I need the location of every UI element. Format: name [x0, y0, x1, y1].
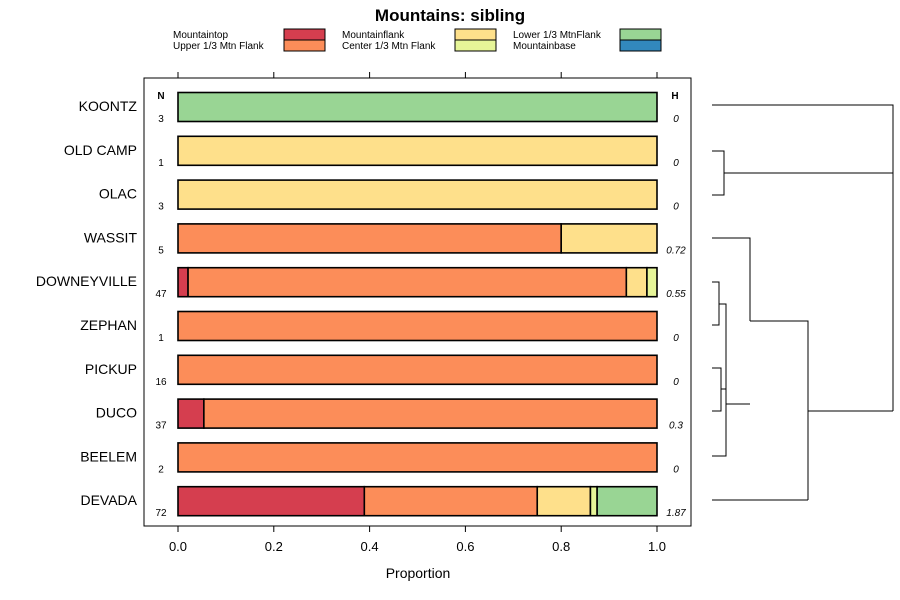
bar-segment: [589, 485, 598, 517]
row-label: OLAC: [99, 186, 137, 202]
n-header: N: [157, 91, 164, 102]
x-tick-label: 0.8: [552, 539, 570, 554]
bar-segment: [187, 266, 628, 298]
h-value: 0: [673, 202, 679, 213]
legend-swatch: [454, 39, 497, 52]
h-value: 0: [673, 333, 679, 344]
row-label: BEELEM: [80, 448, 137, 464]
n-value: 37: [155, 421, 167, 432]
legend-label: Mountaintop: [173, 30, 228, 41]
dendro-branch-koontz: [712, 104, 894, 411]
dendro-branch-downeyville-zephan: [712, 281, 720, 326]
legend-label: Upper 1/3 Mtn Flank: [173, 41, 265, 52]
bar-segment: [646, 266, 658, 298]
bar-segment: [177, 223, 563, 254]
n-value: 47: [155, 289, 167, 300]
h-value: 0: [673, 464, 679, 475]
x-tick-label: 0.2: [265, 539, 283, 554]
dendro-branch-oldcamp-olac: [712, 150, 725, 196]
x-axis: 0.0 0.2 0.4 0.6 0.8 1.0: [169, 72, 666, 554]
bar-segment: [560, 223, 658, 254]
h-header: H: [671, 91, 678, 102]
n-value: 3: [158, 202, 164, 213]
h-value: 0: [673, 158, 679, 169]
row-label: KOONTZ: [79, 98, 138, 114]
dendrogram: [712, 104, 894, 501]
legend-swatch: [619, 28, 662, 41]
n-value: 1: [158, 333, 164, 344]
x-tick-label: 0.0: [169, 539, 187, 554]
row-label: ZEPHAN: [80, 317, 137, 333]
bar-segment: [177, 179, 658, 210]
n-value: 5: [158, 245, 164, 256]
bar-segment: [177, 310, 658, 342]
row-label: DEVADA: [80, 492, 137, 508]
dendro-branch-upper: [750, 320, 809, 500]
bar-segment: [203, 398, 658, 429]
bar-segment: [596, 485, 658, 517]
row-label: PICKUP: [85, 361, 137, 377]
n-value: 2: [158, 464, 164, 475]
bar-segment: [177, 398, 205, 429]
x-tick-label: 0.4: [361, 539, 379, 554]
n-value: 72: [155, 508, 167, 519]
bar-segment: [177, 135, 658, 167]
h-value: 0.3: [669, 421, 683, 432]
bar-rows: KOONTZ 3 0 OLD CAMP 1 0 OLAC 3 0 WASSIT 5 0.72 DOWNE…: [36, 91, 686, 519]
x-tick-label: 0.6: [456, 539, 474, 554]
row-label: WASSIT: [84, 229, 138, 245]
legend-swatch: [283, 39, 326, 52]
bar-segment: [177, 485, 366, 517]
legend-label: Mountainflank: [342, 30, 405, 41]
h-value: 0: [673, 114, 679, 125]
bar-segment: [177, 91, 658, 123]
legend-swatch: [283, 28, 326, 41]
h-value: 0.72: [666, 245, 686, 256]
chart-title: Mountains: sibling: [375, 6, 525, 25]
legend-label: Mountainbase: [513, 41, 576, 52]
legend-swatch: [619, 39, 662, 52]
row-label: DUCO: [96, 405, 137, 421]
n-value: 3: [158, 114, 164, 125]
row-label: DOWNEYVILLE: [36, 273, 137, 289]
h-value: 1.87: [666, 508, 686, 519]
bar-segment: [536, 485, 592, 517]
dendro-branch-pickup-duco: [712, 367, 722, 412]
bar-segment: [177, 354, 658, 386]
n-value: 16: [155, 377, 167, 388]
x-tick-label: 1.0: [648, 539, 666, 554]
legend-label: Center 1/3 Mtn Flank: [342, 41, 436, 52]
bar-segment: [177, 266, 189, 298]
dendro-branch-wassit: [712, 237, 751, 321]
bar-segment: [177, 442, 658, 473]
h-value: 0.55: [666, 289, 686, 300]
bar-segment: [363, 485, 539, 517]
x-axis-title: Proportion: [386, 565, 451, 581]
dendro-branch-beelem: [712, 303, 727, 457]
legend-label: Lower 1/3 MtnFlank: [513, 30, 602, 41]
n-value: 1: [158, 158, 164, 169]
row-label: OLD CAMP: [64, 142, 137, 158]
legend-swatch: [454, 28, 497, 41]
h-value: 0: [673, 377, 679, 388]
plot-frame: [143, 77, 692, 527]
bar-segment: [625, 266, 648, 298]
